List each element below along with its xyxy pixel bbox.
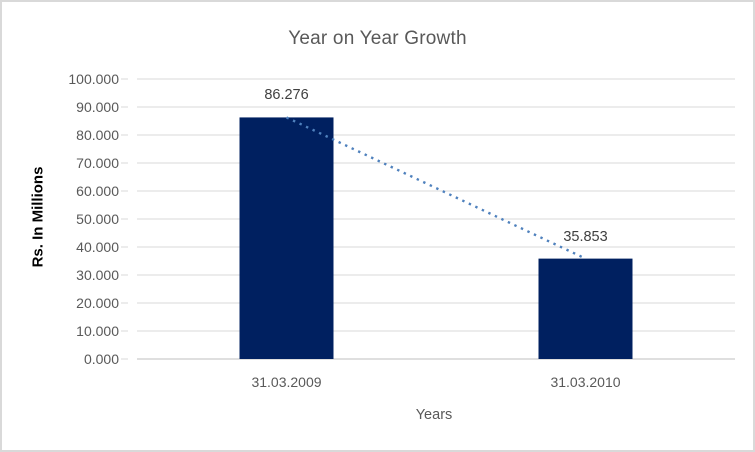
x-tick-label: 31.03.2009 xyxy=(251,374,322,390)
y-tick-label: 80.000 xyxy=(76,127,119,143)
y-tick-label: 100.000 xyxy=(68,71,119,87)
chart-title: Year on Year Growth xyxy=(288,28,467,49)
x-axis-title: Years xyxy=(415,407,453,423)
data-label: 35.853 xyxy=(563,228,608,245)
y-tick-label: 20.000 xyxy=(76,295,119,311)
y-tick-label: 10.000 xyxy=(76,323,119,339)
data-label: 86.276 xyxy=(264,87,309,104)
y-tick-label: 30.000 xyxy=(76,267,119,283)
bar-31.03.2010 xyxy=(538,258,633,359)
y-tick-label: 50.000 xyxy=(76,211,119,227)
bar-31.03.2009 xyxy=(239,117,334,359)
y-tick-label: 40.000 xyxy=(76,239,119,255)
y-tick-label: 90.000 xyxy=(76,99,119,115)
y-tick-label: 70.000 xyxy=(76,155,119,171)
y-tick-label: 0.000 xyxy=(83,351,119,367)
trendline xyxy=(285,116,587,260)
y-tick-label: 60.000 xyxy=(76,183,119,199)
x-tick-label: 31.03.2010 xyxy=(550,374,621,390)
